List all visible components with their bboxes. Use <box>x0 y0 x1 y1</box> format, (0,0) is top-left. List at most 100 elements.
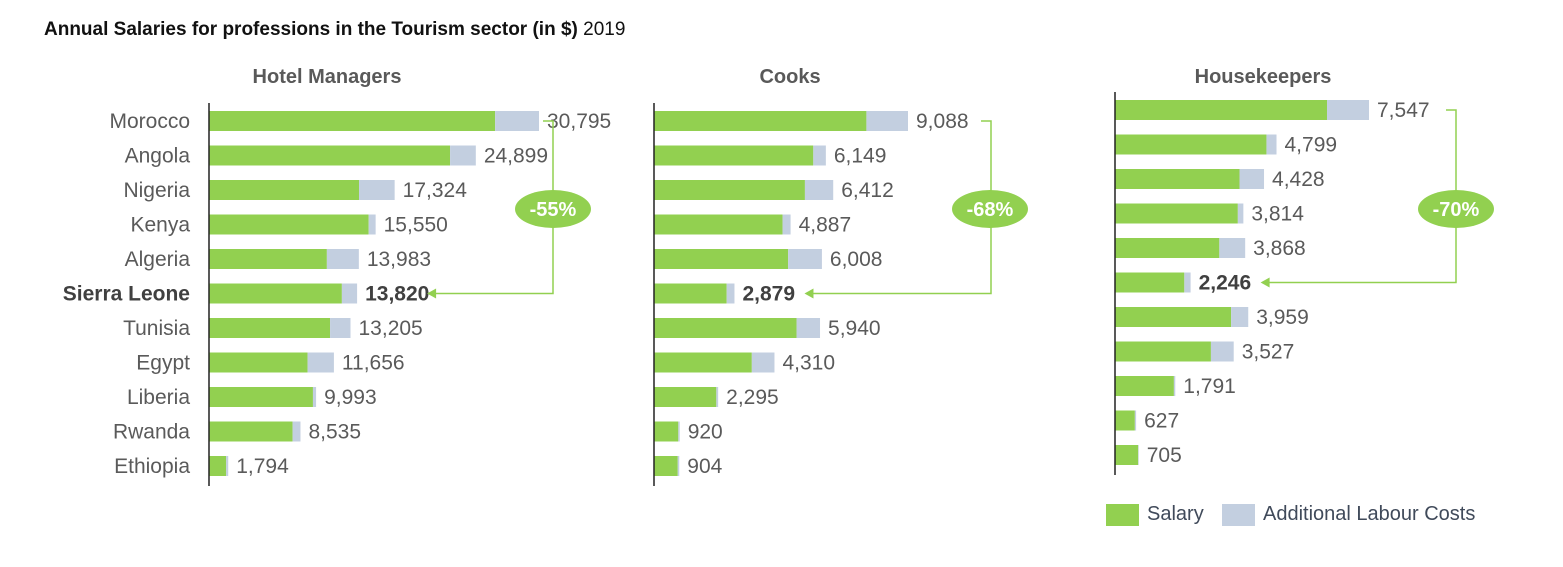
category-label-angola: Angola <box>125 145 191 168</box>
bar-salary-tunisia <box>1115 307 1232 327</box>
bar-additional-kenya <box>782 214 791 235</box>
bar-salary-rwanda <box>1115 410 1135 431</box>
value-label-algeria: 6,008 <box>830 248 883 271</box>
bar-additional-liberia <box>1173 376 1176 396</box>
bar-salary-algeria <box>209 249 327 269</box>
bar-additional-tunisia <box>330 318 351 338</box>
bar-additional-algeria <box>1219 238 1246 258</box>
value-label-angola: 4,799 <box>1285 134 1338 157</box>
bar-additional-angola <box>813 145 826 166</box>
bar-additional-tunisia <box>796 318 821 338</box>
value-label-tunisia: 13,205 <box>359 317 423 340</box>
value-label-liberia: 1,791 <box>1183 375 1236 398</box>
value-label-morocco: 9,088 <box>916 110 969 133</box>
percent-badge <box>1418 190 1494 228</box>
bar-additional-liberia <box>716 387 719 407</box>
percent-badge <box>515 190 591 228</box>
value-label-liberia: 9,993 <box>324 386 377 409</box>
comparison-arrowhead <box>804 288 814 299</box>
chart-panel-housekeepers: Housekeepers 7,547 4,799 4,428 3,814 3,8682,2… <box>1114 66 1494 475</box>
bar-additional-rwanda <box>678 421 680 442</box>
percent-badge-label: -55% <box>530 199 577 221</box>
bar-salary-kenya <box>209 214 369 235</box>
legend-salary-swatch <box>1106 503 1139 526</box>
chart-title-year: 2019 <box>583 19 626 40</box>
value-label-morocco: 7,547 <box>1377 99 1430 122</box>
panel-title: Cooks <box>759 66 820 88</box>
panel-title: Housekeepers <box>1195 66 1332 88</box>
bar-salary-egypt <box>209 352 308 373</box>
bar-salary-morocco <box>209 111 496 131</box>
bar-additional-morocco <box>1327 100 1369 120</box>
bar-additional-tunisia <box>1231 307 1249 327</box>
bar-salary-algeria <box>1115 238 1220 258</box>
value-label-liberia: 2,295 <box>726 386 779 409</box>
bar-salary-angola <box>209 145 451 166</box>
bar-additional-rwanda <box>292 421 301 442</box>
chart-panel-cooks: Cooks 9,088 6,149 6,412 4,887 6,008 2,879 5,940… <box>653 66 1028 486</box>
percent-badge-label: -70% <box>1433 199 1480 221</box>
bar-additional-ethiopia <box>226 456 229 476</box>
bar-salary-rwanda <box>654 421 679 442</box>
percent-badge <box>952 190 1028 228</box>
bar-additional-ethiopia <box>677 456 680 476</box>
value-label-algeria: 13,983 <box>367 248 431 271</box>
chart-title: Annual Salaries for professions in the T… <box>44 19 625 41</box>
bar-salary-liberia <box>209 387 313 407</box>
legend-additional: Additional Labour Costs <box>1222 503 1475 526</box>
bar-salary-ethiopia <box>654 456 678 476</box>
value-label-angola: 24,899 <box>484 145 548 168</box>
bar-salary-kenya <box>1115 203 1238 224</box>
value-label-ethiopia: 705 <box>1147 444 1182 467</box>
value-label-egypt: 4,310 <box>782 352 835 375</box>
category-label-morocco: Morocco <box>109 110 190 133</box>
category-label-kenya: Kenya <box>130 214 190 237</box>
category-label-egypt: Egypt <box>136 352 190 375</box>
value-label-angola: 6,149 <box>834 145 887 168</box>
bar-salary-angola <box>654 145 814 166</box>
bar-additional-angola <box>1266 134 1277 155</box>
value-label-rwanda: 627 <box>1144 410 1179 433</box>
chart-panel-hotel-managers: Hotel Managers 30,795 Morocco 24,899 Angola 1… <box>63 66 611 486</box>
bar-salary-ethiopia <box>1115 445 1139 465</box>
panel-title: Hotel Managers <box>253 66 402 88</box>
bar-additional-sierra-leone <box>726 283 735 304</box>
category-label-ethiopia: Ethiopia <box>114 455 190 478</box>
comparison-arrowhead <box>427 288 437 299</box>
legend-salary-label: Salary <box>1147 503 1204 525</box>
bar-salary-tunisia <box>654 318 797 338</box>
bar-additional-algeria <box>788 249 822 269</box>
value-label-nigeria: 6,412 <box>841 179 894 202</box>
value-label-tunisia: 3,959 <box>1256 306 1309 329</box>
percent-badge-label: -68% <box>967 199 1014 221</box>
bar-additional-liberia <box>312 387 317 407</box>
value-label-kenya: 15,550 <box>384 214 448 237</box>
bar-additional-rwanda <box>1134 410 1137 431</box>
bar-salary-morocco <box>654 111 867 131</box>
bar-additional-nigeria <box>359 180 395 200</box>
bar-salary-egypt <box>654 352 752 373</box>
comparison-arrowhead <box>1260 277 1270 288</box>
bar-salary-rwanda <box>209 421 293 442</box>
bar-salary-kenya <box>654 214 783 235</box>
bar-salary-ethiopia <box>209 456 227 476</box>
bar-salary-algeria <box>654 249 789 269</box>
value-label-sierra-leone: 2,246 <box>1199 272 1252 295</box>
category-label-algeria: Algeria <box>125 248 191 271</box>
value-label-algeria: 3,868 <box>1253 237 1306 260</box>
value-label-kenya: 4,887 <box>799 214 852 237</box>
value-label-egypt: 3,527 <box>1242 341 1295 364</box>
bar-salary-tunisia <box>209 318 331 338</box>
bar-salary-morocco <box>1115 100 1328 120</box>
category-label-rwanda: Rwanda <box>113 421 190 444</box>
bar-salary-nigeria <box>654 180 805 200</box>
legend-additional-swatch <box>1222 503 1255 526</box>
value-label-ethiopia: 904 <box>687 455 722 478</box>
bar-additional-egypt <box>751 352 775 373</box>
bar-salary-sierra-leone <box>209 283 342 304</box>
value-label-kenya: 3,814 <box>1251 203 1304 226</box>
value-label-egypt: 11,656 <box>342 352 405 375</box>
bar-salary-nigeria <box>1115 169 1240 189</box>
bar-salary-sierra-leone <box>1115 272 1185 293</box>
